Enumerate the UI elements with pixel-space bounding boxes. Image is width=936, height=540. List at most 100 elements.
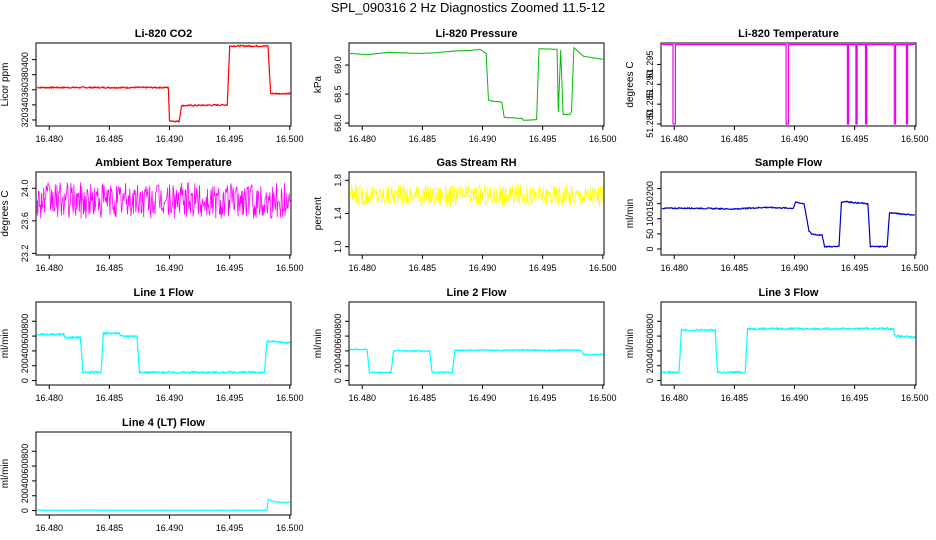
y-tick-label: 51.290 [645,71,655,99]
y-tick-label: 400 [20,52,30,67]
x-tick-label: 16.490 [469,393,497,403]
chart-title: Ambient Box Temperature [95,157,232,169]
y-tick-label: 400 [333,343,343,358]
chart-title: Gas Stream RH [436,157,516,169]
x-tick-label: 16.495 [529,393,557,403]
x-tick-label: 16.485 [96,393,124,403]
x-tick-label: 16.490 [156,134,184,144]
x-tick-label: 16.500 [276,134,304,144]
y-tick-label: 600 [20,459,30,474]
x-tick-label: 16.490 [469,263,497,273]
x-tick-label: 16.495 [216,523,244,533]
chart-title: Line 4 (LT) Flow [122,417,205,429]
x-tick-label: 16.485 [721,263,749,273]
x-tick-label: 16.490 [156,393,184,403]
x-tick-label: 16.495 [529,134,557,144]
y-tick-label: 51.285 [645,90,655,118]
x-tick-label: 16.480 [660,134,688,144]
y-tick-label: 51.295 [645,51,655,79]
x-tick-label: 16.490 [156,523,184,533]
y-tick-label: 68.0 [333,114,343,132]
x-tick-label: 16.500 [901,134,929,144]
x-tick-label: 16.485 [409,393,437,403]
x-tick-label: 16.500 [901,263,929,273]
data-series-licor_temp [662,44,915,125]
y-tick-label: 200 [645,181,655,196]
x-tick-label: 16.500 [589,134,617,144]
chart-title: Line 2 Flow [447,287,507,299]
x-tick-label: 16.500 [276,263,304,273]
x-tick-label: 16.500 [589,393,617,403]
y-tick-label: 380 [20,67,30,82]
chart-title: Line 1 Flow [134,287,194,299]
chart-box_temp: Ambient Box Temperature degrees C 23.2 23.6… [0,157,304,273]
y-tick-label: 200 [645,358,655,373]
y-axis-label: ml/min [313,329,324,358]
chart-rh: Gas Stream RH percent 1.0 1.4 1.8 16.480 16.48… [313,157,617,273]
x-tick-label: 16.500 [901,393,929,403]
y-tick-label: 150 [645,196,655,211]
x-tick-label: 16.480 [35,134,63,144]
y-tick-label: 320 [20,112,30,127]
x-tick-label: 16.480 [660,263,688,273]
plot-frame [660,301,917,386]
x-tick-label: 16.495 [216,263,244,273]
x-tick-label: 16.485 [96,134,124,144]
chart-title: Li-820 CO2 [135,28,192,40]
y-axis-label: degrees C [0,190,11,236]
y-axis-label: percent [313,197,324,231]
y-tick-label: 200 [20,488,30,503]
y-tick-label: 50 [645,229,655,239]
y-tick-label: 23.2 [20,245,30,263]
page-title: SPL_090316 2 Hz Diagnostics Zoomed 11.5-… [330,0,606,15]
plot-frame [35,42,292,127]
x-tick-label: 16.480 [348,263,376,273]
data-series-line4 [37,498,290,511]
plot-frame [660,171,917,256]
y-tick-label: 800 [20,314,30,329]
plot-frame [35,171,292,256]
data-series-co2 [37,44,291,123]
y-tick-label: 340 [20,97,30,112]
y-tick-label: 0 [645,378,655,383]
data-series-line1 [36,331,291,374]
x-tick-label: 16.500 [276,393,304,403]
plot-frame [348,301,605,386]
data-series-box_temp [36,182,291,219]
x-tick-label: 16.480 [348,393,376,403]
plot-frame [348,171,605,256]
x-tick-label: 16.480 [35,523,63,533]
y-tick-label: 51.280 [645,110,655,138]
chart-title: Sample Flow [755,157,823,169]
x-tick-label: 16.480 [35,393,63,403]
x-tick-label: 16.480 [348,134,376,144]
y-tick-label: 400 [20,343,30,358]
y-axis-label: ml/min [625,329,636,358]
y-tick-label: 0 [20,378,30,383]
x-tick-label: 16.500 [276,523,304,533]
chart-title: Li-820 Temperature [738,28,839,40]
x-tick-label: 16.490 [781,393,809,403]
y-tick-label: 24.0 [20,180,30,198]
y-tick-label: 200 [333,358,343,373]
plot-frame [35,301,292,386]
data-series-line2 [349,348,604,374]
y-tick-label: 800 [645,314,655,329]
plot-frame [348,42,605,127]
x-tick-label: 16.485 [96,523,124,533]
y-axis-label: kPa [313,75,324,93]
y-tick-label: 600 [333,329,343,344]
y-tick-label: 1.4 [333,207,343,220]
y-tick-label: 600 [20,329,30,344]
data-series-sample_flow [661,200,916,248]
y-axis-label: ml/min [0,329,11,358]
y-tick-label: 200 [20,358,30,373]
x-tick-label: 16.500 [589,263,617,273]
y-tick-label: 23.6 [20,212,30,230]
